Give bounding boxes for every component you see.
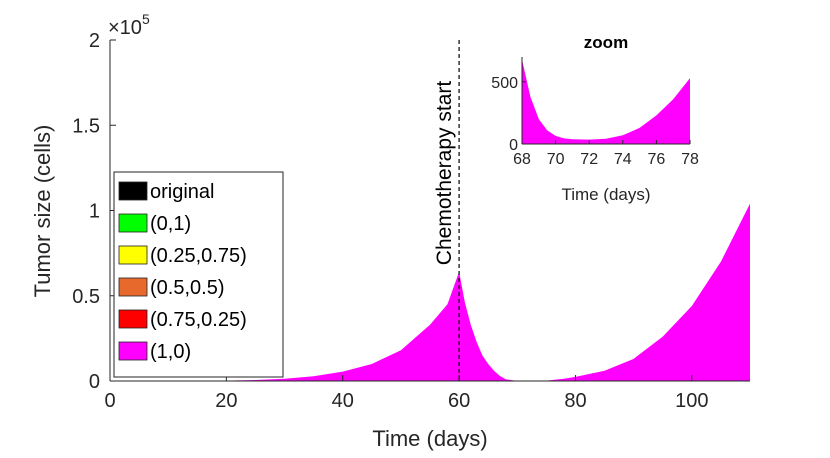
inset-x-tick-label: 76 <box>648 151 666 168</box>
chemotherapy-start-label: Chemotherapy start <box>433 81 456 266</box>
main-series-1-0 <box>110 203 750 381</box>
inset-x-tick-label: 78 <box>681 151 699 168</box>
main-x-tick-label: 40 <box>332 390 354 412</box>
inset-x-tick-label: 74 <box>614 151 632 168</box>
inset-title: zoom <box>584 33 628 52</box>
inset-y-tick-label: 500 <box>491 75 518 92</box>
main-y-tick-label: 0 <box>89 371 100 393</box>
main-y-tick-label: 0.5 <box>72 286 100 308</box>
main-series-group <box>110 203 750 381</box>
main-y-tick-label: 1 <box>89 201 100 223</box>
inset-x-tick-label: 70 <box>547 151 565 168</box>
main-y-axis-label: Tumor size (cells) <box>30 125 55 298</box>
main-y-ticks: 0 0.5 1 1.5 2 <box>72 30 116 393</box>
y-exponent-base: ×105 <box>108 11 150 39</box>
legend-swatch-0-75-0-25 <box>118 309 148 329</box>
legend-swatch-0-25-0-75 <box>118 245 148 265</box>
inset-series-1-0 <box>522 59 690 144</box>
legend-label-0-75-0-25: (0.75,0.25) <box>150 309 247 331</box>
legend-label-0-25-0-75: (0.25,0.75) <box>150 245 247 267</box>
main-x-axis-label: Time (days) <box>372 426 487 451</box>
main-x-tick-label: 60 <box>448 390 470 412</box>
legend-swatch-0-5-0-5 <box>118 277 148 297</box>
inset-y-ticks: 0 500 <box>491 75 526 154</box>
legend-label-0-5-0-5: (0.5,0.5) <box>150 277 224 299</box>
inset-x-axis-label: Time (days) <box>561 185 650 204</box>
y-exponent-prefix: ×10 <box>108 17 142 39</box>
main-x-tick-label: 0 <box>104 390 115 412</box>
main-x-tick-label: 80 <box>564 390 586 412</box>
legend-label-0-1: (0,1) <box>150 213 191 235</box>
inset-series-group <box>522 59 690 144</box>
main-x-ticks: 0 20 40 60 80 100 <box>104 375 709 412</box>
legend-swatch-0-1 <box>118 213 148 233</box>
legend-items: original (0,1) (0.25,0.75) (0.5,0.5) (0.75,0… <box>118 181 247 363</box>
main-x-tick-label: 20 <box>215 390 237 412</box>
inset-y-tick-label: 0 <box>509 137 518 154</box>
main-y-tick-label: 2 <box>89 30 100 52</box>
inset-x-tick-label: 68 <box>513 151 531 168</box>
inset-x-ticks: 68 70 72 74 76 78 <box>513 140 699 168</box>
legend-label-original: original <box>150 181 214 203</box>
main-x-tick-label: 100 <box>675 390 708 412</box>
y-exponent-power: 5 <box>142 11 150 27</box>
legend: original (0,1) (0.25,0.75) (0.5,0.5) (0.75,0… <box>113 171 284 378</box>
legend-label-1-0: (1,0) <box>150 341 191 363</box>
inset-axes: 68 70 72 74 76 78 0 500 zoom Time (days) <box>491 33 699 204</box>
main-y-tick-label: 1.5 <box>72 115 100 137</box>
legend-swatch-1-0 <box>118 341 148 361</box>
legend-swatch-original <box>118 181 148 201</box>
inset-x-tick-label: 72 <box>580 151 598 168</box>
